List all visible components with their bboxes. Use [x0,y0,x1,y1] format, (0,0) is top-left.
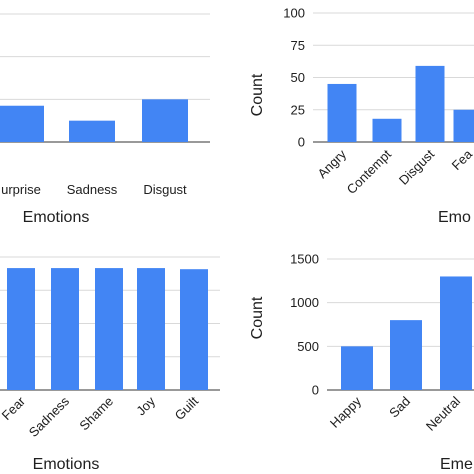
bottom-left-category-label: Shame [76,394,116,434]
bottom-left-xlabel: Emotions [33,456,100,473]
bottom-left-category-label: Fear [0,393,29,423]
bottom-right-category-label: Happy [327,393,365,431]
bottom-right-category-label: Sad [386,394,413,421]
bottom-left-bar-shame [95,268,123,390]
top-left-category-label: Disgust [143,182,187,197]
top-left-xlabel: Emotions [23,209,90,226]
top-right-y-tick-label: 25 [291,102,305,117]
top-right-y-tick-label: 100 [283,6,305,21]
top-right-category-label: Angry [314,146,349,181]
bottom-left-category-label: Guilt [172,393,202,423]
panel-top-left: Emotions urprise Sadness Disgust [0,13,210,226]
top-left-category-label: urprise [1,182,41,197]
bottom-right-xlabel: Eme [440,456,473,473]
bottom-right-y-tick-label: 1500 [290,252,319,267]
top-right-y-tick-label: 50 [291,70,305,85]
bottom-right-category-label: Neutral [423,393,463,433]
top-right-category-label: Fea [449,146,474,173]
bottom-left-bar-guilt [180,269,208,390]
top-left-category-label: Sadness [67,182,118,197]
bottom-left-category-label: Joy [133,393,158,418]
top-right-xlabel: Emo [438,209,471,226]
bottom-right-y-tick-label: 500 [297,339,319,354]
top-right-bar-angry [327,83,357,142]
bottom-right-y-tick-label: 1000 [290,295,319,310]
panel-bottom-right: Count Eme 0 500 1000 1500 Happy Sad Neutral [249,252,474,473]
top-left-bar-disgust [142,99,188,142]
bottom-left-bar-sadness [51,268,79,390]
top-right-ylabel: Count [249,73,266,116]
bottom-right-y-tick-label: 0 [312,383,319,398]
bottom-left-category-label: Sadness [26,393,73,440]
top-right-bar-fear [453,109,474,142]
bottom-left-bar-joy [137,268,165,390]
top-left-bar-sadness [69,120,115,142]
bottom-right-bar-happy [341,346,373,390]
top-right-category-label: Contempt [344,146,395,197]
top-right-y-tick-label: 75 [291,38,305,53]
bottom-right-bar-neutral [440,276,472,390]
bottom-right-ylabel: Count [249,296,266,339]
bottom-left-bar-fear [7,268,35,390]
top-right-bar-contempt [372,118,402,142]
bottom-right-bar-sad [390,320,422,390]
top-right-category-label: Disgust [396,146,438,188]
top-right-bar-disgust [415,65,445,142]
top-right-y-tick-label: 0 [298,135,305,150]
top-left-bar-surprise [0,105,44,142]
